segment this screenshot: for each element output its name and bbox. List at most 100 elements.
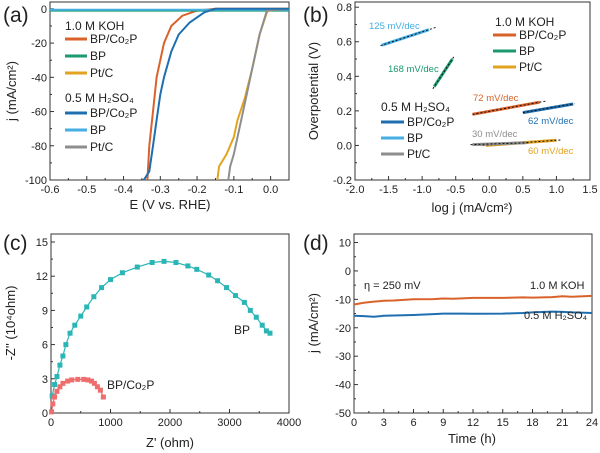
y-tick-label: -80 xyxy=(31,141,47,153)
series-line xyxy=(353,310,593,318)
tafel-slope-label: 30 mV/dec xyxy=(472,129,518,140)
data-point xyxy=(52,381,58,387)
fit-line xyxy=(472,100,547,115)
x-tick-label: 12 xyxy=(467,417,479,429)
legend-title: 1.0 M KOH xyxy=(495,15,554,29)
data-point xyxy=(63,342,69,348)
series-label: 0.5 M H₂SO₄ xyxy=(524,310,588,322)
data-point xyxy=(194,266,200,272)
x-tick-label: -0.4 xyxy=(114,184,133,196)
legend-title: 1.0 M KOH xyxy=(65,19,124,33)
legend-label: BP xyxy=(90,49,106,63)
legend-label: BP/Co₂P xyxy=(90,32,137,46)
data-point xyxy=(78,313,84,319)
x-axis-label: E (V vs. RHE) xyxy=(130,197,211,212)
fit-line xyxy=(380,26,436,47)
y-tick-label: 0 xyxy=(345,266,351,278)
data-point xyxy=(241,299,247,305)
panel-c: (c) 0 1000 2000 3000 4000 0 3 6 9 12 15 Z' (ohm) -Z''… xyxy=(3,232,301,450)
data-point xyxy=(263,328,269,334)
data-point xyxy=(91,294,97,300)
y-tick-label: 15 xyxy=(36,237,48,249)
data-point xyxy=(259,322,265,328)
data-point xyxy=(49,409,55,415)
series-line xyxy=(227,7,290,181)
data-point xyxy=(206,272,212,278)
x-tick-label: 18 xyxy=(526,417,538,429)
data-point xyxy=(119,270,125,276)
x-tick-label: 2000 xyxy=(158,417,182,429)
data-point xyxy=(75,376,81,382)
x-tick-label: 1.0 xyxy=(549,184,564,196)
series-label: 1.0 M KOH xyxy=(530,280,584,292)
data-point xyxy=(99,285,105,291)
tafel-slope-label: 72 mV/dec xyxy=(473,93,519,104)
plot-frame xyxy=(49,1,290,181)
y-tick-label: -40 xyxy=(335,380,351,392)
data-point xyxy=(54,388,60,394)
legend-label: BP/Co₂P xyxy=(90,106,137,120)
y-axis-label: -Z'' (10⁴ohm) xyxy=(3,286,18,361)
x-tick-label: -1.0 xyxy=(413,184,432,196)
x-tick-label: -0.2 xyxy=(188,184,207,196)
x-tick-label: 21 xyxy=(556,417,568,429)
series-line xyxy=(142,7,289,181)
panel-d: (d) 0 3 6 9 12 15 18 21 24 10 0 -10 -20 -30 -40 -50 Time … xyxy=(303,232,598,446)
x-tick-label: -0.5 xyxy=(446,184,465,196)
x-tick-label: 0.5 xyxy=(515,184,530,196)
data-point xyxy=(134,264,140,270)
y-tick-label: 10 xyxy=(339,238,351,250)
panel-label: (a) xyxy=(3,4,29,27)
tafel-slope-label: 60 mV/dec xyxy=(528,146,574,157)
data-point xyxy=(173,260,179,266)
y-tick-label: -50 xyxy=(335,408,351,420)
data-point xyxy=(52,394,58,400)
data-point xyxy=(69,377,75,383)
legend-label: Pt/C xyxy=(90,140,114,154)
panel-label: (c) xyxy=(3,232,28,255)
x-tick-label: 0 xyxy=(48,417,54,429)
data-point xyxy=(65,378,71,384)
data-point xyxy=(161,258,167,264)
x-tick-label: 15 xyxy=(497,417,509,429)
tafel-slope-label: 125 mV/dec xyxy=(369,21,420,32)
overpotential-label: η = 250 mV xyxy=(364,280,421,292)
data-point xyxy=(81,376,87,382)
x-tick-label: 3 xyxy=(381,417,387,429)
legend-title: 0.5 M H₂SO₄ xyxy=(65,91,134,105)
x-tick-label: -0.6 xyxy=(41,184,60,196)
data-point xyxy=(60,380,66,386)
legend-title: 0.5 M H₂SO₄ xyxy=(381,100,450,114)
data-point xyxy=(232,293,238,299)
tafel-slope-label: 168 mV/dec xyxy=(388,64,439,75)
data-point xyxy=(67,330,73,336)
legend-label: Pt/C xyxy=(519,60,543,74)
data-point xyxy=(247,307,253,313)
series-line xyxy=(146,7,289,181)
series-line xyxy=(353,294,593,306)
x-tick-label: -1.5 xyxy=(379,184,398,196)
panel-label: (b) xyxy=(303,4,329,27)
data-point xyxy=(253,314,259,320)
y-tick-label: -100 xyxy=(25,175,47,187)
x-tick-label: -0.1 xyxy=(224,184,243,196)
x-tick-label: -0.3 xyxy=(151,184,170,196)
legend-label: BP xyxy=(519,44,535,58)
y-tick-label: -40 xyxy=(31,72,47,84)
y-axis-label: Overpotential (V) xyxy=(306,42,321,140)
series-label: BP/Co₂P xyxy=(107,378,154,392)
y-tick-label: 6 xyxy=(42,340,48,352)
series-line xyxy=(216,7,289,181)
data-point xyxy=(54,374,60,380)
data-point xyxy=(85,377,91,383)
x-tick-label: 6 xyxy=(410,417,416,429)
data-point xyxy=(72,322,78,328)
tafel-slope-label: 62 mV/dec xyxy=(528,116,574,127)
panel-a: (a) -0.6 -0.5 -0.4 -0.3 -0.2 -0.1 0.0 0 -20 -40 -60… xyxy=(3,1,290,212)
x-axis-label: Time (h) xyxy=(448,431,496,446)
data-point xyxy=(91,380,97,386)
x-tick-label: 24 xyxy=(586,417,598,429)
x-tick-label: 9 xyxy=(440,417,446,429)
y-tick-label: 9 xyxy=(42,305,48,317)
data-point xyxy=(50,401,56,407)
